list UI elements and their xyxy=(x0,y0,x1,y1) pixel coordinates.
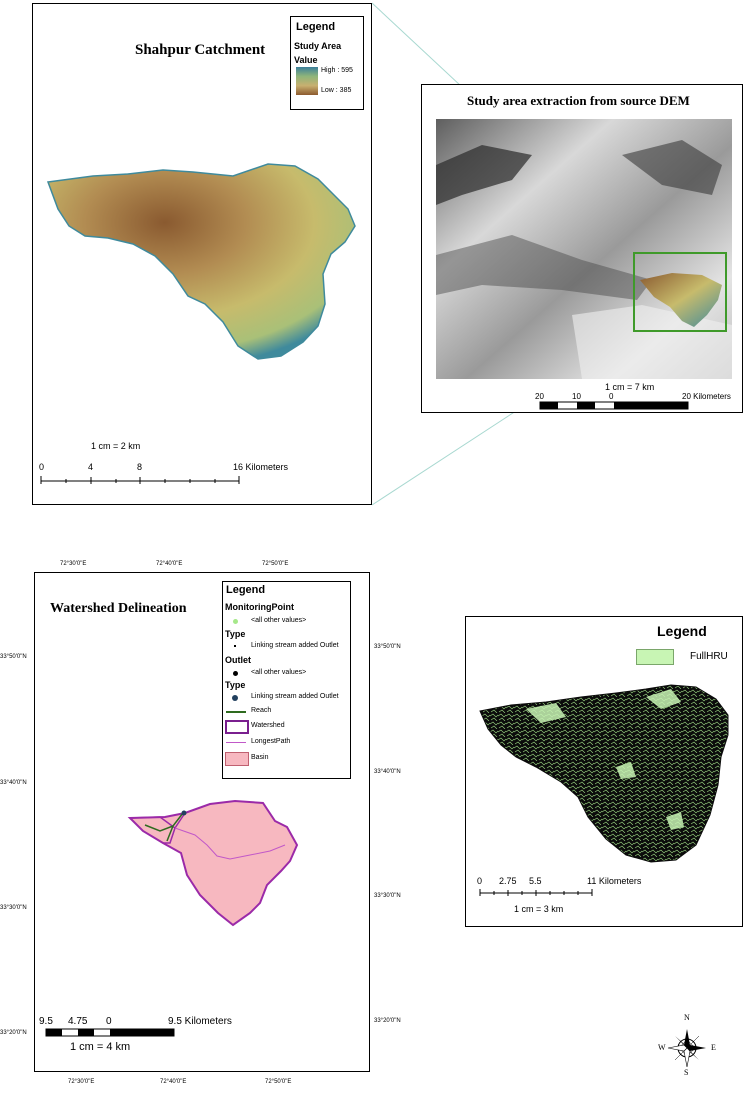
elevation-color-ramp xyxy=(296,67,318,95)
mp-linking-symbol xyxy=(234,645,236,647)
legend-mp-linking: Linking stream added Outlet xyxy=(251,642,339,649)
scale-bar xyxy=(539,401,689,410)
compass-n: N xyxy=(684,1013,690,1022)
legend-high: High : 595 xyxy=(321,67,353,74)
catchment-shape xyxy=(46,163,356,360)
watershed-map xyxy=(127,799,299,927)
dem-legend: Legend Study Area Value High : 595 Low :… xyxy=(290,16,364,110)
hru-panel: Legend FullHRU 0 2.75 5.5 11 Kilometers … xyxy=(465,616,743,927)
legend-mp-type: Type xyxy=(225,629,246,639)
reach-symbol xyxy=(226,711,246,713)
legend-monitoring-point: MonitoringPoint xyxy=(225,602,294,612)
legend-longest-path: LongestPath xyxy=(251,738,291,745)
outlet-linking-symbol xyxy=(232,695,238,701)
top-lon-label-2: 72°40'0"E xyxy=(156,561,183,567)
top-lon-label-3: 72°50'0"E xyxy=(262,561,289,567)
legend-heading: Legend xyxy=(296,21,336,33)
scale-tick-0: 9.5 xyxy=(39,1016,53,1027)
legend-low: Low : 385 xyxy=(321,87,352,94)
right-lat-label-3: 33°30'0"N xyxy=(374,893,401,899)
scale-tick-2: 0 xyxy=(106,1016,112,1027)
outlet-all-symbol xyxy=(233,671,238,676)
source-dem-panel: Study area extraction from source DEM 1 … xyxy=(421,84,743,413)
source-dem-image xyxy=(436,119,732,379)
scale-bar xyxy=(40,476,240,484)
basin-symbol xyxy=(225,752,249,766)
legend-outlet-linking: Linking stream added Outlet xyxy=(251,693,339,700)
scale-tick-3: 20 Kilometers xyxy=(682,392,731,401)
watershed-delineation-panel: Watershed Delineation Legend MonitoringP… xyxy=(34,572,370,1072)
scale-tick-0: 20 xyxy=(535,392,544,401)
watershed-legend: Legend MonitoringPoint <all other values… xyxy=(222,581,351,779)
left-lat-label-1: 33°50'0"N xyxy=(0,654,27,660)
scale-bar xyxy=(45,1028,175,1037)
scale-tick-1: 10 xyxy=(572,392,581,401)
study-area-box xyxy=(633,252,727,332)
shahpur-catchment-panel: Shahpur Catchment Legend Study Area Valu… xyxy=(32,3,372,505)
legend-basin: Basin xyxy=(251,754,269,761)
bottom-lon-label-2: 72°40'0"E xyxy=(160,1079,187,1085)
scale-tick-0: 0 xyxy=(477,876,483,886)
legend-outlet: Outlet xyxy=(225,655,251,665)
legend-watershed: Watershed xyxy=(251,722,285,729)
scale-tick-1: 4.75 xyxy=(68,1016,88,1027)
hru-shape xyxy=(479,684,729,863)
scale-tick-1: 2.75 xyxy=(499,876,517,886)
scale-tick-0: 0 xyxy=(39,462,45,472)
scale-tick-3: 9.5 Kilometers xyxy=(168,1016,232,1027)
longest-path-line xyxy=(174,827,286,860)
legend-outlet-all: <all other values> xyxy=(251,669,307,676)
left-lat-label-2: 33°40'0"N xyxy=(0,780,27,786)
scale-tick-2: 0 xyxy=(609,392,614,401)
panel-title: Watershed Delineation xyxy=(50,601,187,616)
study-area-inset xyxy=(640,273,722,327)
reach-line xyxy=(144,812,184,842)
legend-field: Value xyxy=(294,55,318,65)
catchment-dem-map xyxy=(46,163,356,360)
right-lat-label-4: 33°20'0"N xyxy=(374,1018,401,1024)
compass-s: S xyxy=(684,1068,689,1077)
mp-all-symbol xyxy=(233,619,238,624)
hru-legend-heading: Legend xyxy=(657,623,707,639)
watershed-symbol xyxy=(225,720,249,734)
scale-text: 1 cm = 7 km xyxy=(605,382,655,392)
legend-reach: Reach xyxy=(251,707,272,714)
scale-bar xyxy=(479,889,593,896)
hru-legend-swatch xyxy=(636,649,674,665)
panel-title: Shahpur Catchment xyxy=(135,42,266,58)
legend-heading: Legend xyxy=(226,584,266,596)
scale-tick-2: 5.5 xyxy=(529,876,542,886)
compass-rose-icon xyxy=(667,1029,706,1068)
top-lon-label-1: 72°30'0"E xyxy=(60,561,87,567)
legend-outlet-type: Type xyxy=(225,680,246,690)
panel-title: Study area extraction from source DEM xyxy=(467,93,690,108)
bottom-lon-label-3: 72°50'0"E xyxy=(265,1079,292,1085)
basin-polygon xyxy=(127,799,299,927)
longest-path-symbol xyxy=(226,742,246,743)
left-lat-label-4: 33°20'0"N xyxy=(0,1030,27,1036)
right-lat-label-1: 33°50'0"N xyxy=(374,644,401,650)
scale-text: 1 cm = 2 km xyxy=(91,441,141,451)
scale-tick-1: 4 xyxy=(88,462,94,472)
hru-legend-item: FullHRU xyxy=(690,651,728,662)
compass-e: E xyxy=(711,1043,716,1052)
legend-layer: Study Area xyxy=(294,41,342,51)
left-lat-label-3: 33°30'0"N xyxy=(0,905,27,911)
scale-text: 1 cm = 3 km xyxy=(514,904,564,914)
scale-tick-3: 16 Kilometers xyxy=(233,462,289,472)
outlet-point xyxy=(181,810,187,816)
hru-map xyxy=(479,684,729,863)
north-arrow-compass: N S W E xyxy=(652,1013,722,1077)
bottom-lon-label-1: 72°30'0"E xyxy=(68,1079,95,1085)
legend-mp-all: <all other values> xyxy=(251,617,307,624)
scale-tick-2: 8 xyxy=(137,462,143,472)
compass-w: W xyxy=(658,1043,666,1052)
right-lat-label-2: 33°40'0"N xyxy=(374,769,401,775)
scale-text: 1 cm = 4 km xyxy=(70,1041,131,1053)
scale-tick-3: 11 Kilometers xyxy=(587,876,642,886)
